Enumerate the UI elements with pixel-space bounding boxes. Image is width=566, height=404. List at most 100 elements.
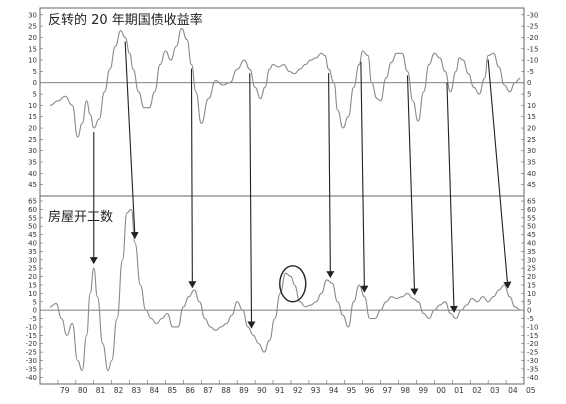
annotation-arrow <box>487 59 512 289</box>
y-tick-label-left: 45 <box>28 181 37 189</box>
y-tick-label-right: -15 <box>527 332 538 340</box>
y-tick-label-left: 15 <box>28 281 37 289</box>
y-tick-label-right: -25 <box>527 349 538 357</box>
annotation-arrows <box>89 41 512 329</box>
x-tick-label: 97 <box>383 386 393 395</box>
y-tick-label-right: 60 <box>527 206 536 214</box>
y-tick-label-right: -40 <box>527 374 538 382</box>
y-tick-label-left: 15 <box>28 113 37 121</box>
x-tick-label: 03 <box>490 386 500 395</box>
y-tick-label-right: 30 <box>527 147 536 155</box>
bond-yield-line <box>49 27 521 138</box>
y-tick-label-right: -30 <box>527 357 538 365</box>
y-tick-label-left: 20 <box>28 34 37 42</box>
y-tick-label-left: 40 <box>28 170 37 178</box>
x-tick-label: 05 <box>526 386 536 395</box>
annotation-arrow <box>247 73 256 329</box>
y-tick-label-right: 5 <box>527 298 531 306</box>
y-tick-label-right: 40 <box>527 170 536 178</box>
x-tick-label: 99 <box>418 386 428 395</box>
x-tick-label: 98 <box>401 386 411 395</box>
y-tick-label-left: 20 <box>28 125 37 133</box>
x-tick-label: 00 <box>436 386 446 395</box>
y-tick-label-left: 10 <box>28 57 37 65</box>
x-tick-label: 84 <box>150 386 160 395</box>
y-tick-label-right: 20 <box>527 125 536 133</box>
x-tick-label: 93 <box>311 386 321 395</box>
y-tick-label-left: 25 <box>28 23 37 31</box>
y-tick-label-left: -15 <box>26 332 37 340</box>
y-tick-label-left: 30 <box>28 256 37 264</box>
annotation-arrow <box>326 73 335 279</box>
grid-lines <box>40 82 524 311</box>
y-tick-label-left: 60 <box>28 206 37 214</box>
y-tick-label-left: 45 <box>28 231 37 239</box>
y-tick-label-right: 15 <box>527 281 536 289</box>
x-tick-label: 82 <box>114 386 124 395</box>
y-tick-label-right: 50 <box>527 223 536 231</box>
y-tick-label-left: -10 <box>26 323 37 331</box>
y-tick-label-right: 45 <box>527 231 536 239</box>
y-tick-label-right: 55 <box>527 214 536 222</box>
y-tick-label-left: 25 <box>28 265 37 273</box>
annotation-arrow <box>188 68 197 289</box>
y-tick-label-left: 30 <box>28 147 37 155</box>
x-tick-label: 80 <box>78 386 88 395</box>
lower-panel-title: 房屋开工数 <box>48 209 113 225</box>
y-tick-label-right: -35 <box>527 365 538 373</box>
y-tick-label-left: -25 <box>26 349 37 357</box>
y-tick-label-right: 15 <box>527 113 536 121</box>
y-tick-label-left: 35 <box>28 159 37 167</box>
y-tick-label-right: 0 <box>527 79 531 87</box>
housing-starts-line <box>49 208 521 372</box>
y-tick-label-right: 25 <box>527 265 536 273</box>
x-tick-label: 92 <box>293 386 303 395</box>
x-tick-label: 85 <box>167 386 177 395</box>
y-tick-label-right: -30 <box>527 11 538 19</box>
y-tick-label-left: 65 <box>28 198 37 206</box>
y-tick-label-right: 5 <box>527 91 531 99</box>
x-tick-label: 96 <box>365 386 375 395</box>
chart-frame <box>39 7 525 385</box>
x-tick-label: 86 <box>185 386 195 395</box>
annotation-arrow <box>124 41 139 239</box>
x-tick-label: 87 <box>203 386 213 395</box>
x-tick-label: 90 <box>257 386 267 395</box>
x-tick-label: 89 <box>239 386 249 395</box>
y-tick-label-left: -35 <box>26 365 37 373</box>
upper-panel-title: 反转的 20 年期国债收益率 <box>48 12 203 28</box>
annotation-arrow <box>360 61 369 293</box>
y-tick-label-left: 55 <box>28 214 37 222</box>
y-tick-label-right: 30 <box>527 256 536 264</box>
x-tick-label: 83 <box>132 386 142 395</box>
y-tick-label-right: 45 <box>527 181 536 189</box>
y-tick-label-left: 50 <box>28 223 37 231</box>
y-tick-label-right: -15 <box>527 45 538 53</box>
y-tick-label-right: 35 <box>527 248 536 256</box>
y-tick-label-left: 10 <box>28 102 37 110</box>
y-tick-label-right: 40 <box>527 240 536 248</box>
y-tick-label-left: 15 <box>28 45 37 53</box>
y-tick-label-left: 20 <box>28 273 37 281</box>
y-tick-label-right: -25 <box>527 23 538 31</box>
y-tick-label-left: -40 <box>26 374 37 382</box>
y-tick-label-left: 5 <box>33 298 37 306</box>
annotation-arrow <box>446 82 458 313</box>
y-tick-label-left: 0 <box>33 79 37 87</box>
y-tick-label-right: -5 <box>527 315 534 323</box>
x-tick-label: 94 <box>329 386 339 395</box>
y-tick-label-left: -5 <box>30 315 37 323</box>
x-tick-label: 02 <box>472 386 482 395</box>
x-tick-label: 91 <box>275 386 285 395</box>
x-tick-label: 79 <box>60 386 70 395</box>
x-tick-label: 01 <box>454 386 464 395</box>
y-tick-label-left: 10 <box>28 290 37 298</box>
y-tick-label-right: 65 <box>527 198 536 206</box>
y-tick-label-left: 40 <box>28 240 37 248</box>
x-tick-label: 88 <box>221 386 231 395</box>
x-tick-label: 04 <box>508 386 518 395</box>
y-tick-label-right: -20 <box>527 340 538 348</box>
y-tick-label-left: 35 <box>28 248 37 256</box>
y-tick-label-right: -20 <box>527 34 538 42</box>
y-tick-label-right: 25 <box>527 136 536 144</box>
